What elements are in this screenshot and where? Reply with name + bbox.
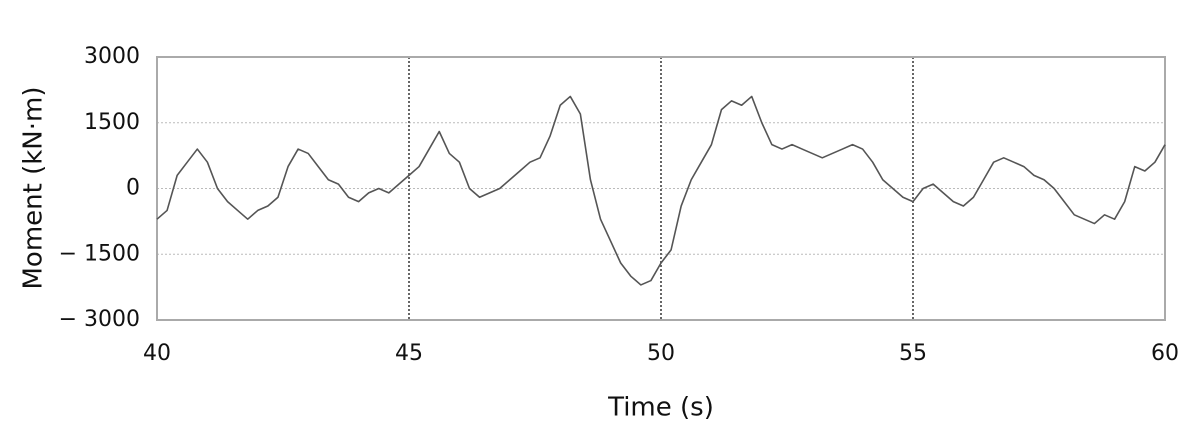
y-tick-label: 0 <box>126 176 140 201</box>
y-tick-label: 1500 <box>84 110 140 135</box>
y-axis-label: Moment (kN·m) <box>19 87 49 290</box>
x-tick-label: 40 <box>143 341 171 366</box>
line <box>156 95 1166 286</box>
y-tick-label: − 3000 <box>59 307 140 332</box>
x-tick-label: 45 <box>395 341 423 366</box>
x-tick-label: 55 <box>899 341 927 366</box>
y-tick-label: 3000 <box>84 44 140 69</box>
x-axis-label: Time (s) <box>607 393 714 423</box>
y-tick-label: − 1500 <box>59 241 140 266</box>
plot-frame <box>156 56 1166 321</box>
x-tick-label: 60 <box>1151 341 1179 366</box>
x-tick-label: 50 <box>647 341 675 366</box>
